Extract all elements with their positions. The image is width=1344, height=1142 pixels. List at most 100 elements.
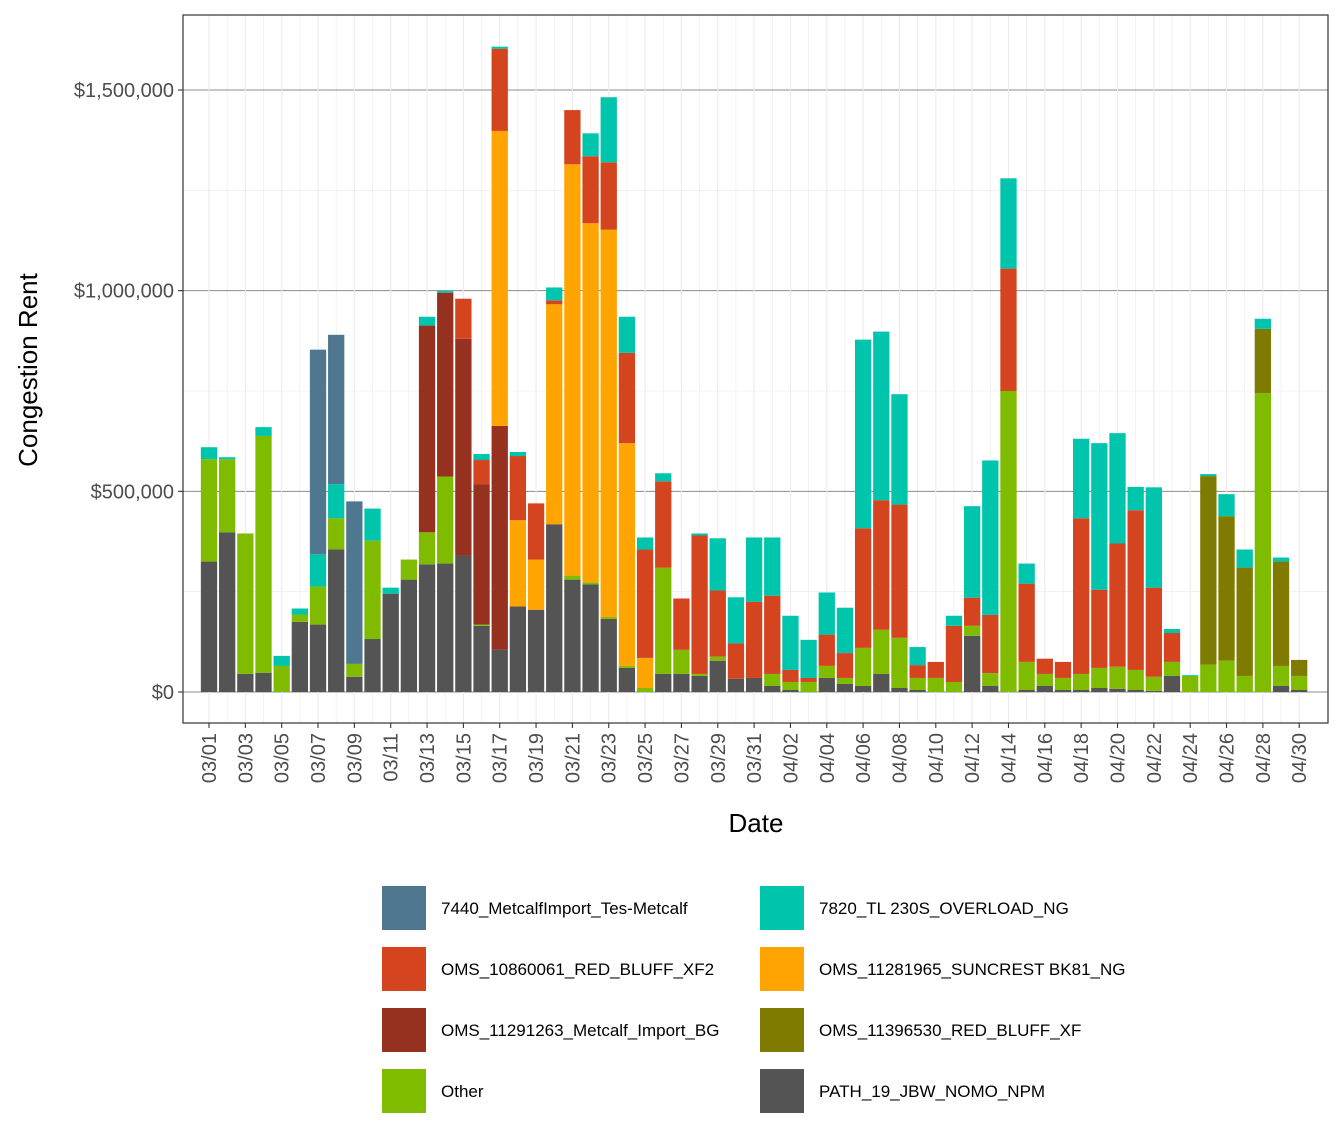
legend-swatch <box>382 1008 426 1052</box>
x-tick-label: 04/16 <box>1035 733 1057 783</box>
bar-segment <box>509 452 527 457</box>
bar-segment <box>891 504 908 638</box>
bar-segment <box>818 634 835 666</box>
bar-segment <box>691 535 708 674</box>
bar-segment <box>219 532 236 692</box>
bar-stack-03-09 <box>346 501 363 692</box>
bar-stack-03-31 <box>745 537 763 692</box>
bar-segment <box>582 582 599 585</box>
bar-stack-03-13 <box>418 316 436 692</box>
bar-segment <box>709 538 726 591</box>
legend-label: PATH_19_JBW_NOMO_NPM <box>819 1082 1045 1101</box>
bar-segment <box>509 456 527 521</box>
bar-segment <box>418 564 436 692</box>
x-tick-label: 04/10 <box>926 733 948 783</box>
bar-segment <box>364 508 381 541</box>
bar-segment <box>673 649 690 674</box>
bar-segment <box>582 584 599 692</box>
bar-segment <box>927 661 944 678</box>
bar-segment <box>255 435 272 673</box>
bar-segment <box>1073 518 1090 674</box>
bar-segment <box>509 520 527 607</box>
bar-segment <box>982 673 999 686</box>
bar-segment <box>836 677 854 684</box>
bar-segment <box>1145 587 1162 677</box>
bar-segment <box>691 533 708 536</box>
bar-stack-04-10 <box>927 661 944 692</box>
bar-segment <box>618 665 636 668</box>
bar-segment <box>527 503 545 560</box>
bar-segment <box>1000 391 1017 692</box>
legend-label: OMS_11281965_SUNCREST BK81_NG <box>819 960 1125 979</box>
bar-segment <box>854 685 872 692</box>
bar-segment <box>1145 690 1162 692</box>
bar-stack-04-23 <box>1163 628 1181 692</box>
bar-segment <box>418 325 436 533</box>
bar-stack-04-25 <box>1200 474 1217 692</box>
bar-segment <box>564 164 581 576</box>
bar-stack-04-29 <box>1272 557 1290 692</box>
bar-segment <box>1109 543 1126 667</box>
bar-segment <box>1127 689 1144 692</box>
bar-segment <box>1000 178 1017 269</box>
bar-segment <box>437 563 454 692</box>
bar-segment <box>600 616 617 619</box>
bar-segment <box>800 677 817 682</box>
bar-segment <box>546 300 563 305</box>
bar-segment <box>291 614 308 622</box>
bar-segment <box>600 162 617 230</box>
bar-segment <box>891 637 908 688</box>
bar-segment <box>200 447 218 460</box>
bar-segment <box>1272 665 1290 686</box>
bars-layer <box>200 46 1308 692</box>
bar-segment <box>219 457 236 460</box>
bar-segment <box>782 689 799 692</box>
bar-segment <box>618 667 636 692</box>
bar-stack-04-16 <box>1036 658 1053 692</box>
bar-stack-03-23 <box>600 97 617 692</box>
y-tick-label: $1,000,000 <box>74 281 174 303</box>
bar-segment <box>873 673 890 692</box>
bar-segment <box>854 339 872 529</box>
x-tick-label: 04/24 <box>1180 733 1202 783</box>
legend-swatch <box>760 886 804 930</box>
bar-stack-04-05 <box>836 607 854 692</box>
bar-stack-03-03 <box>237 533 254 692</box>
bar-stack-03-04 <box>255 427 272 692</box>
bar-segment <box>854 647 872 686</box>
bar-segment <box>291 608 308 615</box>
bar-segment <box>1091 443 1108 590</box>
bar-segment <box>582 223 599 583</box>
bar-segment <box>473 460 490 485</box>
legend-label: 7440_MetcalfImport_Tes-Metcalf <box>441 899 688 918</box>
bar-stack-03-20 <box>546 287 563 692</box>
bar-segment <box>818 677 835 692</box>
y-axis-title: Congestion Rent <box>13 272 43 466</box>
bar-segment <box>891 687 908 692</box>
bar-segment <box>237 673 254 692</box>
bar-segment <box>836 683 854 692</box>
bar-segment <box>782 669 799 682</box>
bar-segment <box>745 537 763 602</box>
bar-segment <box>1291 675 1308 690</box>
bar-segment <box>491 130 508 426</box>
bar-segment <box>200 561 218 692</box>
bar-segment <box>854 528 872 648</box>
bar-segment <box>1272 557 1290 562</box>
bar-segment <box>927 677 944 692</box>
bar-segment <box>873 500 890 630</box>
bar-stack-03-16 <box>473 454 490 692</box>
x-tick-label: 04/22 <box>1144 733 1166 783</box>
bar-segment <box>1182 675 1199 676</box>
bar-stack-04-03 <box>800 639 817 692</box>
legend-swatch <box>760 1008 804 1052</box>
bar-stack-03-28 <box>691 533 708 692</box>
legend-label: OMS_10860061_RED_BLUFF_XF2 <box>441 960 714 979</box>
bar-segment <box>909 689 926 692</box>
bar-segment <box>328 334 345 485</box>
bar-segment <box>764 537 781 596</box>
bar-segment <box>945 625 963 682</box>
bar-stack-04-24 <box>1182 675 1199 692</box>
legend-item: Other <box>382 1069 484 1113</box>
bar-segment <box>328 549 345 692</box>
